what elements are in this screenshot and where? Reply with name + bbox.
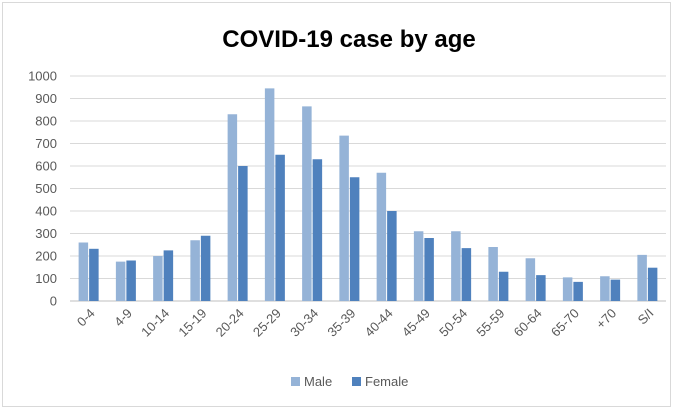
x-tick-label: +70 xyxy=(593,306,619,332)
y-tick-label: 1000 xyxy=(28,69,57,84)
bar-male-55-59 xyxy=(488,247,498,301)
x-tick-label: 65-70 xyxy=(548,306,582,340)
bar-female-25-29 xyxy=(275,154,285,301)
bar-female-60-64 xyxy=(536,275,546,301)
y-tick-label: 500 xyxy=(35,181,57,196)
x-tick-label: 10-14 xyxy=(138,306,172,340)
y-tick-label: 900 xyxy=(35,91,57,106)
x-tick-label: 35-39 xyxy=(324,306,358,340)
legend: Male Female xyxy=(291,374,408,389)
x-tick-label: 20-24 xyxy=(213,306,247,340)
x-tick-label: 15-19 xyxy=(175,306,209,340)
x-tick-label: 40-44 xyxy=(362,306,396,340)
bar-male-65-70 xyxy=(562,277,573,301)
x-tick-label: 60-64 xyxy=(511,306,545,340)
x-tick-label: 55-59 xyxy=(473,306,507,340)
x-tick-label: 4-9 xyxy=(111,306,135,330)
bar-male-50-54 xyxy=(451,231,461,301)
bar-female-S/I xyxy=(647,267,658,301)
x-tick-label: 30-34 xyxy=(287,306,321,340)
y-tick-label: 300 xyxy=(35,226,57,241)
bar-female-+70 xyxy=(610,279,621,301)
bar-male-10-14 xyxy=(153,256,163,301)
bar-female-30-34 xyxy=(312,159,323,301)
x-tick-label: 50-54 xyxy=(436,306,470,340)
y-tick-label: 700 xyxy=(35,136,57,151)
bar-male-40-44 xyxy=(376,172,387,301)
x-axis: 0-4 4-9 10-14 15-19 20-24 25-29 30-34 35-39 40-4… xyxy=(74,306,657,340)
bar-male-25-29 xyxy=(264,88,275,301)
bar-male-35-39 xyxy=(339,135,349,301)
bars xyxy=(78,88,658,301)
bar-male-30-34 xyxy=(302,106,312,301)
bar-female-4-9 xyxy=(126,260,136,301)
x-tick-label: S/I xyxy=(635,306,657,328)
bar-female-65-70 xyxy=(573,281,583,301)
bar-female-20-24 xyxy=(238,166,248,301)
y-tick-label: 0 xyxy=(50,294,57,309)
legend-label-female: Female xyxy=(365,374,408,389)
y-axis: 0 100 200 300 400 500 600 700 800 900 1000 xyxy=(28,69,57,309)
bar-female-10-14 xyxy=(163,250,174,301)
bar-male-20-24 xyxy=(227,114,238,301)
bar-male-0-4 xyxy=(78,242,89,301)
bar-female-55-59 xyxy=(498,271,509,301)
bar-male-S/I xyxy=(637,254,647,301)
bar-male-15-19 xyxy=(190,240,200,301)
chart-title: COVID-19 case by age xyxy=(222,26,475,53)
bar-female-40-44 xyxy=(387,211,397,301)
y-tick-label: 400 xyxy=(35,204,57,219)
x-tick-label: 45-49 xyxy=(399,306,433,340)
bar-male-60-64 xyxy=(525,258,536,301)
legend-swatch-male xyxy=(291,377,300,386)
bar-male-+70 xyxy=(600,276,610,301)
y-tick-label: 100 xyxy=(35,271,57,286)
bar-female-50-54 xyxy=(461,248,472,301)
y-tick-label: 600 xyxy=(35,159,57,174)
bar-female-0-4 xyxy=(89,248,99,301)
bar-female-45-49 xyxy=(424,238,434,301)
bar-female-15-19 xyxy=(200,235,211,301)
x-tick-label: 0-4 xyxy=(74,306,98,330)
legend-label-male: Male xyxy=(304,374,332,389)
bar-male-4-9 xyxy=(115,261,126,301)
chart-area xyxy=(2,2,671,407)
bar-female-35-39 xyxy=(349,177,360,301)
legend-swatch-female xyxy=(352,377,361,386)
y-tick-label: 200 xyxy=(35,249,57,264)
x-tick-label: 25-29 xyxy=(250,306,284,340)
bar-male-45-49 xyxy=(413,231,424,301)
y-tick-label: 800 xyxy=(35,114,57,129)
